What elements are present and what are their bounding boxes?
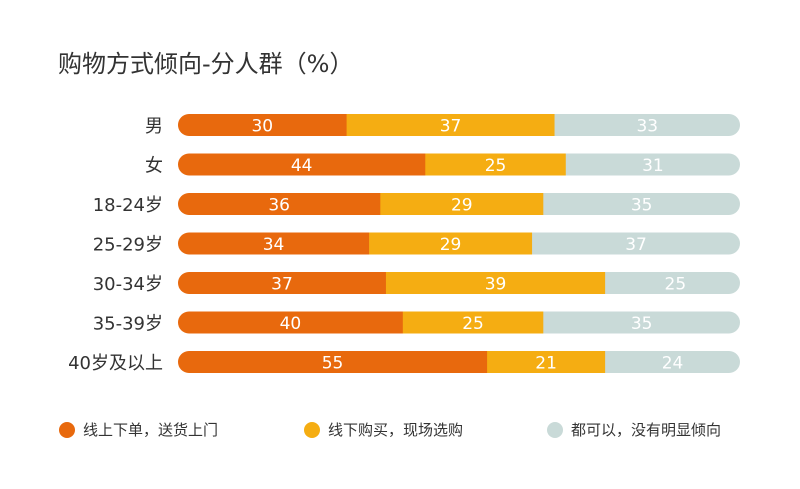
data-label: 44 (291, 156, 313, 176)
category-label: 男 (145, 116, 163, 137)
legend-label: 线上下单，送货上门 (83, 421, 218, 439)
legend-item: 都可以，没有明显倾向 (547, 421, 721, 439)
legend-item: 线上下单，送货上门 (59, 421, 218, 439)
bar-segment (346, 114, 556, 136)
chart-title: 购物方式倾向-分人群（%） (58, 50, 353, 78)
data-label: 35 (631, 314, 653, 334)
bar-row: 40岁及以上 55 21 24 (68, 351, 740, 374)
bar-segment (532, 232, 740, 255)
bar-row: 25-29岁 34 29 37 (93, 232, 740, 256)
bar-segment (178, 114, 348, 136)
bar-segment (178, 232, 370, 255)
data-label: 39 (485, 275, 507, 295)
category-label: 女 (145, 156, 163, 177)
legend-item: 线下购买，现场选购 (304, 421, 463, 439)
bar-segment (554, 114, 740, 136)
data-label: 37 (625, 235, 647, 255)
bar-segments (178, 153, 740, 176)
data-label: 25 (665, 275, 687, 295)
bar-row: 18-24岁 36 29 35 (93, 193, 740, 216)
data-label: 30 (251, 117, 273, 137)
data-label: 25 (485, 156, 507, 176)
legend-swatch (547, 422, 563, 438)
category-label: 18-24岁 (93, 195, 163, 216)
data-label: 31 (642, 156, 664, 176)
bar-segments (178, 114, 740, 136)
data-label: 25 (462, 314, 484, 334)
bar-segment (487, 351, 606, 373)
bar-segment (385, 272, 606, 294)
bar-row: 35-39岁 40 25 35 (93, 311, 740, 335)
legend-swatch (304, 422, 320, 438)
data-label: 35 (631, 196, 653, 216)
bar-segment (178, 311, 404, 334)
bar-row: 30-34岁 37 39 25 (93, 272, 740, 295)
data-label: 40 (280, 314, 302, 334)
bar-segment (543, 311, 740, 334)
bar-segment (380, 193, 544, 215)
data-label: 36 (268, 196, 290, 216)
bar-segments (178, 272, 740, 294)
data-label: 34 (263, 235, 285, 255)
data-label: 37 (440, 117, 462, 137)
data-label: 24 (662, 354, 684, 374)
bar-segments (178, 351, 740, 373)
bar-row: 男 30 37 33 (145, 114, 740, 137)
category-label: 40岁及以上 (68, 353, 163, 374)
data-label: 29 (451, 196, 473, 216)
bar-segment (565, 153, 740, 176)
data-label: 33 (636, 117, 658, 137)
bar-segment (178, 193, 381, 215)
bar-segment (605, 351, 740, 373)
bar-segments (178, 311, 740, 334)
data-label: 55 (322, 354, 344, 374)
data-label: 29 (440, 235, 462, 255)
data-label: 21 (535, 354, 557, 374)
category-label: 25-29岁 (93, 235, 163, 256)
category-label: 35-39岁 (93, 314, 163, 335)
category-label: 30-34岁 (93, 274, 163, 295)
bar-row: 女 44 25 31 (145, 153, 740, 177)
bar-segment (402, 311, 544, 334)
bar-segments (178, 232, 740, 255)
bar-segment (178, 153, 426, 176)
legend-label: 线下购买，现场选购 (328, 421, 463, 439)
legend-swatch (59, 422, 75, 438)
data-label: 37 (271, 275, 293, 295)
bar-segments (178, 193, 740, 215)
bar-segment (543, 193, 740, 215)
bar-segment (425, 153, 567, 176)
bar-segment (369, 232, 533, 255)
bar-segment (178, 351, 488, 373)
legend: 线上下单，送货上门 线下购买，现场选购 都可以，没有明显倾向 (59, 421, 721, 439)
bar-segment (605, 272, 740, 294)
bar-segment (178, 272, 387, 294)
legend-label: 都可以，没有明显倾向 (571, 421, 721, 439)
